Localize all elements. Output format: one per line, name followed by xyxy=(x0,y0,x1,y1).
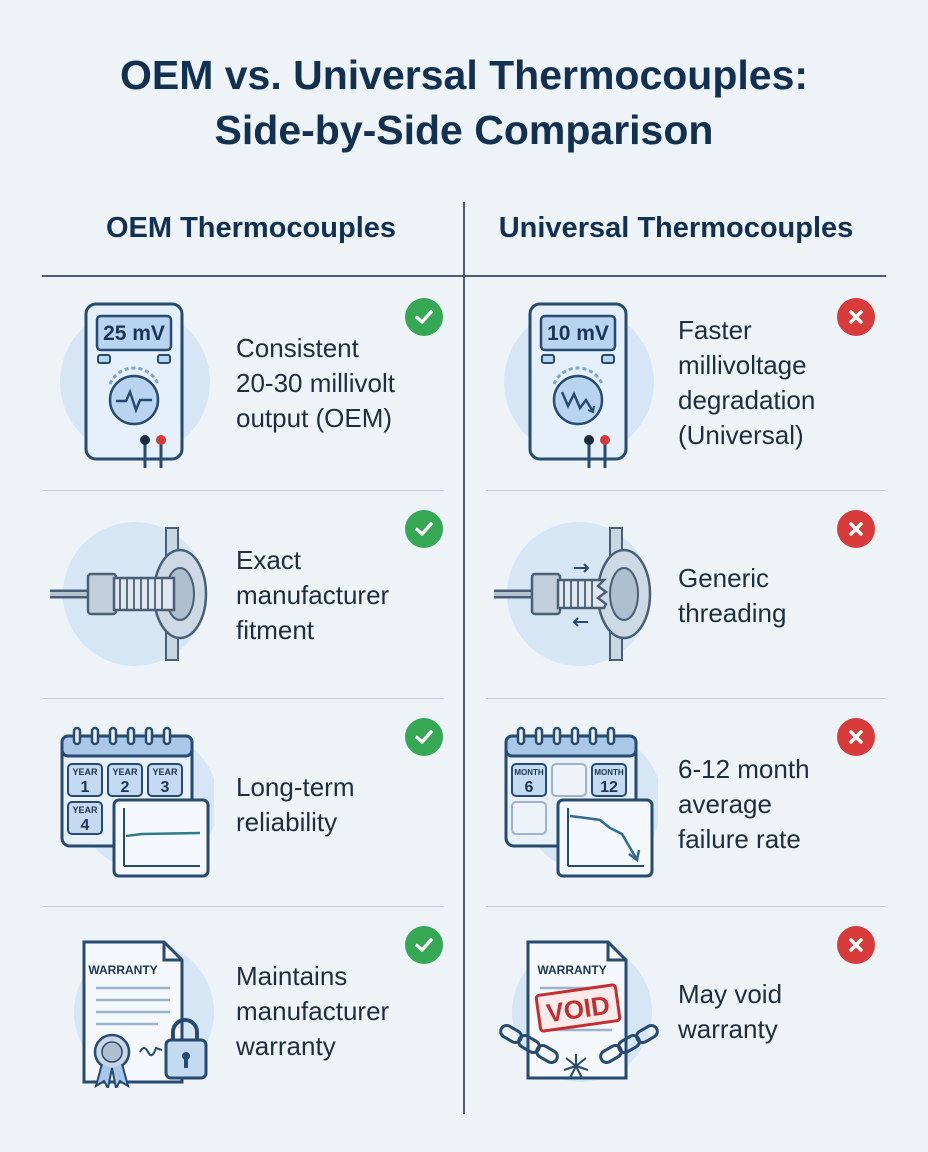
row-separator xyxy=(486,698,886,699)
row-separator xyxy=(42,490,444,491)
oem-row-4-text: Maintains manufacturer warranty xyxy=(236,959,389,1064)
title-line-1: OEM vs. Universal Thermocouples: xyxy=(119,52,809,98)
oem-row-3-line: reliability xyxy=(236,807,338,837)
x-icon xyxy=(837,718,875,756)
multimeter-icon: 10 mV xyxy=(494,296,664,473)
universal-row-1-line: Faster xyxy=(678,315,752,345)
calendar-tile-label: YEAR xyxy=(112,767,138,777)
oem-row-3-line: Long-term xyxy=(236,772,355,802)
oem-row-2-line: manufacturer xyxy=(236,580,390,610)
universal-row-1-line: millivoltage xyxy=(678,350,807,380)
oem-row-2-text: Exact manufacturer fitment xyxy=(236,543,389,648)
x-icon xyxy=(837,926,875,964)
title-line-2: Side-by-Side Comparison xyxy=(214,107,714,153)
calendar-tile-number: 4 xyxy=(81,817,90,834)
calendar-tile-number: 1 xyxy=(81,779,90,796)
calendar-chart-icon: MONTH 6 MONTH 12 xyxy=(502,724,662,885)
row-separator xyxy=(42,906,444,907)
row-separator xyxy=(486,490,886,491)
oem-row-3-text: Long-term reliability xyxy=(236,770,355,840)
check-icon xyxy=(405,510,443,548)
universal-column-heading: Universal Thermocouples xyxy=(498,212,854,244)
calendar-tile-label: MONTH xyxy=(514,768,544,777)
oem-row-4-line: Maintains xyxy=(236,961,348,991)
header-divider xyxy=(42,275,886,277)
warranty-label: WARRANTY xyxy=(88,963,157,977)
check-icon xyxy=(405,298,443,336)
page-title: OEM vs. Universal Thermocouples: Side-by… xyxy=(0,48,928,158)
universal-row-3-line: 6-12 month xyxy=(678,754,810,784)
calendar-tile-number: 2 xyxy=(121,779,130,796)
universal-row-3-text: 6-12 month average failure rate xyxy=(678,752,810,857)
check-icon xyxy=(405,926,443,964)
universal-row-4-line: warranty xyxy=(678,1014,778,1044)
x-icon xyxy=(837,298,875,336)
universal-row-2-text: Generic threading xyxy=(678,561,786,631)
oem-row-2-line: fitment xyxy=(236,615,315,645)
calendar-tile-number: 12 xyxy=(600,779,618,796)
universal-row-3-line: failure rate xyxy=(678,824,801,854)
void-warranty-icon: WARRANTY VOID xyxy=(496,936,662,1093)
x-icon xyxy=(837,510,875,548)
oem-row-2-line: Exact xyxy=(236,545,302,575)
calendar-tile-number: 6 xyxy=(525,779,534,796)
row-separator xyxy=(486,906,886,907)
calendar-chart-icon: YEAR 1 YEAR 2 YEAR 3 YEAR 4 xyxy=(58,724,218,885)
calendar-tile-label: MONTH xyxy=(594,768,624,777)
threaded-fitting-icon xyxy=(494,522,664,672)
universal-row-2-line: Generic xyxy=(678,563,770,593)
universal-row-4-text: May void warranty xyxy=(678,977,782,1047)
oem-column-heading: OEM Thermocouples xyxy=(105,212,397,244)
oem-row-4-line: manufacturer xyxy=(236,996,390,1026)
oem-row-1-line: output (OEM) xyxy=(236,403,393,433)
column-divider xyxy=(463,202,465,1114)
universal-row-3-line: average xyxy=(678,789,772,819)
warranty-document-icon: WARRANTY xyxy=(58,936,214,1093)
multimeter-icon: 25 mV xyxy=(50,296,220,473)
warranty-label: WARRANTY xyxy=(537,963,606,977)
universal-row-1-text: Faster millivoltage degradation (Univers… xyxy=(678,313,815,453)
calendar-tile-number: 3 xyxy=(161,779,170,796)
meter-reading: 10 mV xyxy=(547,322,609,345)
universal-row-1-line: degradation xyxy=(678,385,816,415)
oem-row-1-text: Consistent 20-30 millivolt output (OEM) xyxy=(236,331,395,436)
row-separator xyxy=(42,698,444,699)
oem-row-4-line: warranty xyxy=(236,1031,336,1061)
oem-row-1-line: Consistent xyxy=(236,333,359,363)
threaded-fitting-icon xyxy=(50,522,220,672)
calendar-tile-label: YEAR xyxy=(72,767,98,777)
meter-reading: 25 mV xyxy=(103,322,165,345)
calendar-tile-label: YEAR xyxy=(72,805,98,815)
check-icon xyxy=(405,718,443,756)
calendar-tile-label: YEAR xyxy=(152,767,178,777)
universal-row-2-line: threading xyxy=(678,598,787,628)
universal-row-4-line: May void xyxy=(678,979,783,1009)
oem-row-1-line: 20-30 millivolt xyxy=(236,368,395,398)
universal-row-1-line: (Universal) xyxy=(678,420,804,450)
